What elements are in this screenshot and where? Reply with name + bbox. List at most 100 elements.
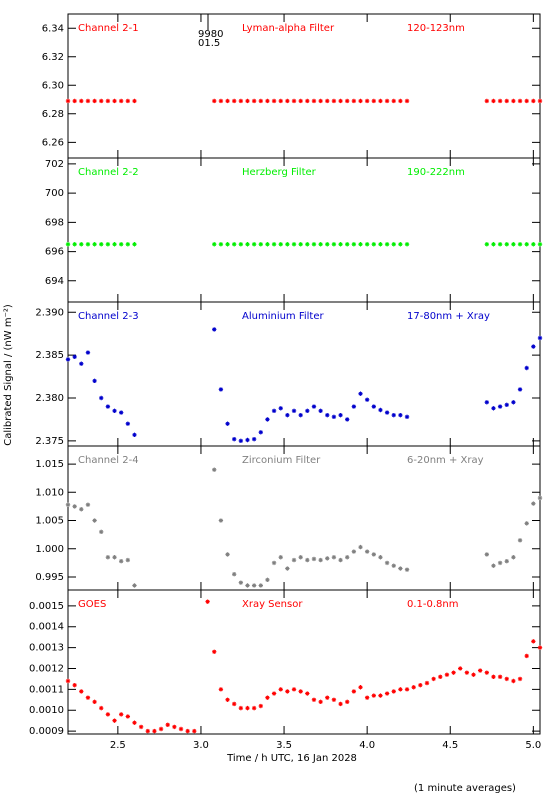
data-point [212, 98, 217, 104]
data-point [384, 560, 390, 566]
data-point [278, 687, 283, 692]
data-point [471, 672, 476, 677]
data-point [291, 408, 297, 414]
plot-frame [67, 589, 541, 735]
data-point [118, 242, 124, 247]
data-point [418, 682, 423, 688]
data-point [65, 357, 71, 362]
data-point [265, 417, 270, 422]
data-point [85, 695, 91, 700]
data-point [265, 242, 270, 247]
data-point [231, 98, 237, 104]
data-point [225, 697, 230, 702]
data-point [278, 98, 283, 104]
data-point [331, 414, 337, 420]
data-point [358, 391, 363, 396]
data-point [192, 728, 197, 734]
data-point [318, 242, 323, 247]
data-point [99, 98, 104, 104]
data-point [118, 98, 124, 104]
data-point [325, 556, 330, 561]
y-tick-label: 0.0012 [29, 663, 64, 674]
data-point [285, 242, 290, 247]
data-point [424, 680, 430, 686]
data-point [318, 557, 323, 563]
data-point [265, 577, 270, 583]
y-tick-label: 0.995 [35, 572, 64, 583]
data-point [258, 703, 263, 709]
data-point [105, 98, 111, 104]
data-point [231, 242, 237, 247]
data-point [251, 583, 257, 588]
data-point [258, 583, 263, 588]
data-point [517, 98, 523, 104]
data-point [105, 712, 111, 717]
data-point [531, 242, 536, 247]
data-point [497, 98, 503, 104]
data-point [112, 555, 117, 560]
data-point [364, 549, 370, 554]
data-point [92, 242, 97, 247]
data-point [298, 242, 303, 247]
plot-frame [67, 301, 541, 447]
data-point [251, 242, 257, 247]
data-point [524, 242, 529, 247]
y-tick-label: 2.390 [35, 307, 64, 318]
data-point [298, 412, 303, 418]
data-point [271, 242, 277, 247]
data-point [358, 242, 363, 247]
x-tick-label: 4.0 [359, 740, 375, 751]
panel-label: Lyman-alpha Filter [242, 23, 335, 34]
x-axis-label: Time / h UTC, 16 Jan 2028 [226, 753, 357, 764]
data-point [384, 691, 390, 696]
data-point [258, 242, 263, 247]
data-point [105, 242, 111, 247]
data-point [444, 672, 450, 677]
data-point [311, 98, 317, 104]
data-point [285, 689, 290, 694]
y-tick-label: 696 [45, 247, 64, 258]
data-point [404, 242, 410, 247]
data-point [351, 689, 357, 694]
y-tick-label: 1.005 [35, 516, 64, 527]
data-point [331, 555, 337, 560]
data-point [72, 354, 77, 360]
data-point [112, 718, 117, 723]
panel-label: 190-222nm [407, 167, 465, 178]
data-point [531, 98, 536, 104]
data-point [212, 649, 217, 654]
data-point [338, 242, 343, 247]
data-point [318, 699, 323, 705]
data-point [484, 98, 490, 104]
data-point [511, 555, 516, 560]
data-point [491, 674, 496, 680]
data-point [318, 98, 323, 104]
data-point [218, 242, 224, 247]
data-point [92, 518, 97, 523]
data-point [371, 693, 377, 698]
data-point [345, 98, 350, 104]
data-point [238, 705, 244, 711]
data-point [112, 242, 117, 247]
panel-label: 0.1-0.8nm [407, 599, 459, 610]
data-point [477, 668, 483, 673]
data-point [305, 557, 310, 563]
data-point [517, 242, 523, 247]
data-point [285, 98, 290, 104]
data-point [238, 242, 244, 247]
data-point [517, 538, 523, 543]
data-point [458, 666, 463, 671]
data-point [537, 645, 543, 650]
data-point [291, 242, 297, 247]
data-point [524, 365, 529, 371]
y-tick-label: 6.28 [42, 109, 64, 120]
data-point [351, 404, 357, 409]
data-point [524, 653, 529, 659]
panel-label: Channel 2-1 [78, 23, 139, 34]
data-point [72, 242, 77, 247]
data-point [311, 404, 317, 409]
panel-label: Channel 2-3 [78, 311, 139, 322]
data-point [404, 687, 410, 692]
data-point [218, 387, 224, 392]
data-point [318, 408, 323, 414]
